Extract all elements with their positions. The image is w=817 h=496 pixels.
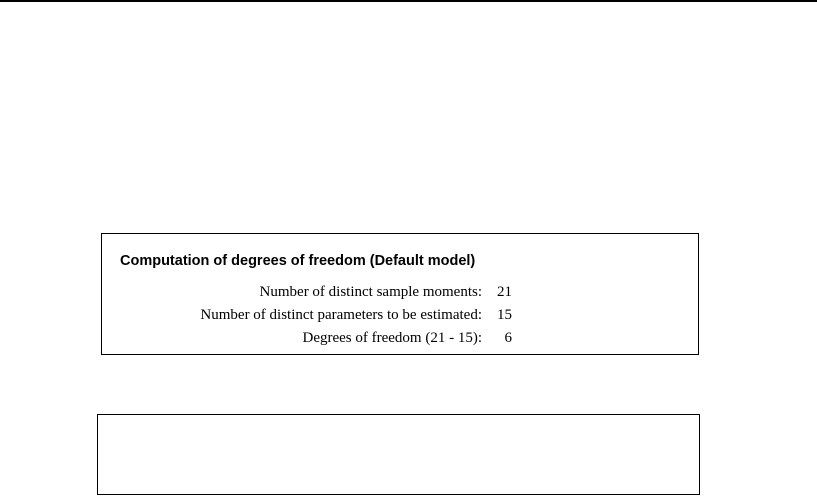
table-title: Computation of degrees of freedom (Defau… [120, 253, 476, 269]
row-value: 15 [497, 307, 512, 323]
top-divider [0, 0, 817, 2]
row-label: Number of distinct sample moments: [259, 284, 482, 300]
row-value: 21 [497, 284, 512, 300]
table-row: Number of distinct sample moments: 21 [102, 284, 522, 307]
row-label: Number of distinct parameters to be esti… [200, 307, 482, 323]
row-value: 6 [504, 330, 513, 346]
row-label: Degrees of freedom (21 - 15): [302, 330, 482, 346]
table-row: Degrees of freedom (21 - 15): 6 [102, 330, 522, 353]
degrees-of-freedom-table: Computation of degrees of freedom (Defau… [101, 233, 699, 355]
table-row: Number of distinct parameters to be esti… [102, 307, 522, 330]
empty-output-box [97, 414, 700, 495]
